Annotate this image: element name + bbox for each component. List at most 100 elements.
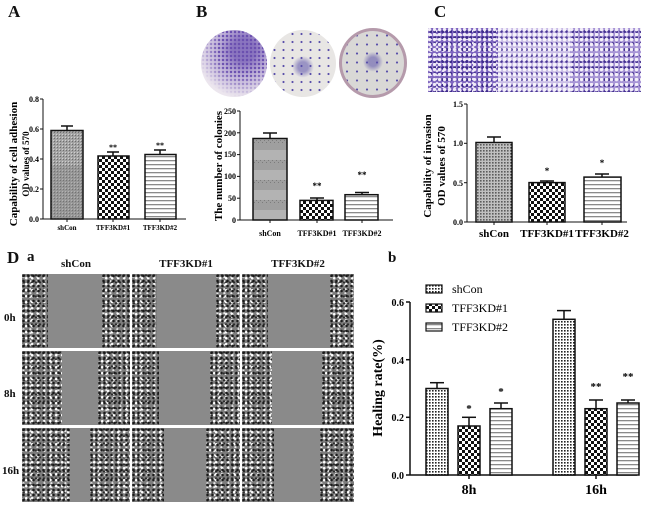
svg-text:0: 0 [232,216,236,225]
colony-dish-tff3kd2 [339,28,407,98]
significance-db-8h-tff3kd1: * [466,403,472,415]
micrograph-shcon-8h [22,351,130,425]
svg-text:0.8: 0.8 [29,95,39,104]
panel-label-d: D [7,248,20,267]
svg-text:1.5: 1.5 [453,100,463,109]
svg-text:TFF3KD#2: TFF3KD#2 [143,224,178,232]
svg-text:200: 200 [224,129,236,138]
chart-db: Healing rate(%) 0.0 0.2 0.4 0.6 * * [371,282,640,498]
x-ticks-a: shCon TFF3KD#1 TFF3KD#2 [57,219,178,232]
significance-db-8h-tff3kd2: * [498,386,504,398]
row-label-0h: 0h [4,312,16,324]
svg-text:TFF3KD#2: TFF3KD#2 [452,320,508,334]
y-ticks-c: 0.0 0.5 1.0 1.5 [453,100,467,227]
bar-db-8h-shcon [425,381,449,476]
svg-text:TFF3KD#2: TFF3KD#2 [575,228,629,240]
invasion-image-tff3kd2 [570,28,641,92]
bar-db-16h-tff3kd2: ** [616,371,640,476]
legend-item-shcon: shCon [425,282,483,296]
bar-db-8h-tff3kd1: * [457,403,481,476]
micrograph-tff3kd1-8h [132,351,240,425]
row-label-16h: 16h [2,465,20,477]
svg-text:50: 50 [228,194,236,203]
subpanel-label-a: a [27,249,35,265]
micrograph-tff3kd2-8h [242,351,354,425]
bar-db-16h-tff3kd1: ** [584,381,608,476]
svg-text:0.4: 0.4 [29,155,39,164]
y-axis-label-a: Capability of cell adhesion OD values of… [8,102,31,226]
bar-db-8h-tff3kd2: * [489,386,513,476]
panel-label-b: B [196,2,208,21]
y-axis-subtitle-a: OD values of 570 [21,131,31,197]
svg-text:0.2: 0.2 [392,413,405,424]
bar-a-shcon [50,125,84,220]
colony-dish-shcon [201,30,267,97]
significance-b-tff3kd1: ** [313,181,323,191]
panel-label-c: C [434,2,447,21]
subpanel-label-b: b [388,250,397,266]
bar-c-shcon [475,136,513,223]
significance-a-tff3kd1: ** [109,143,117,152]
x-ticks-c: shCon TFF3KD#1 TFF3KD#2 [479,222,629,240]
significance-b-tff3kd2: ** [358,170,368,180]
micrograph-tff3kd1-0h [132,274,240,348]
svg-text:TFF3KD#1: TFF3KD#1 [297,229,336,238]
legend-db: shCon TFF3KD#1 TFF3KD#2 [425,282,508,334]
svg-text:shCon: shCon [479,228,509,240]
svg-text:150: 150 [224,150,236,159]
bar-a-tff3kd1: ** [97,143,130,220]
y-axis-title-b: The number of colonies [213,110,225,221]
column-label-shcon: shCon [61,258,91,270]
svg-text:8h: 8h [462,483,477,498]
svg-text:0.0: 0.0 [392,471,405,482]
svg-text:0.6: 0.6 [29,125,39,134]
svg-text:250: 250 [224,107,236,116]
svg-text:TFF3KD#1: TFF3KD#1 [452,301,508,315]
legend-item-tff3kd2: TFF3KD#2 [425,320,508,334]
micrograph-tff3kd2-0h [242,274,354,348]
micrograph-tff3kd1-16h [132,428,240,502]
colony-dish-tff3kd1 [270,30,336,97]
micrograph-shcon-0h [22,274,130,348]
y-axis-title-db: Healing rate(%) [371,339,386,437]
svg-text:shCon: shCon [259,229,281,238]
legend-item-tff3kd1: TFF3KD#1 [425,301,508,315]
column-label-tff3kd2: TFF3KD#2 [271,258,325,270]
svg-text:TFF3KD#1: TFF3KD#1 [520,228,574,240]
bar-c-tff3kd1: * [528,166,566,223]
bar-b-tff3kd1: ** [299,181,334,221]
x-ticks-db: 8h 16h [462,475,607,498]
y-ticks-db: 0.0 0.2 0.4 0.6 [392,298,410,482]
svg-text:TFF3KD#1: TFF3KD#1 [96,224,131,232]
significance-c-tff3kd1: * [545,166,550,176]
y-ticks-b: 0 50 100 150 200 250 [224,107,240,225]
svg-text:0.2: 0.2 [29,185,39,194]
chart-c: Capability of invasion OD values of 570 … [422,100,629,240]
x-ticks-b: shCon TFF3KD#1 TFF3KD#2 [259,220,382,238]
significance-a-tff3kd2: ** [156,141,164,150]
significance-c-tff3kd2: * [600,158,605,168]
svg-text:0.6: 0.6 [392,298,405,309]
bar-db-16h-shcon [552,309,576,476]
bar-a-tff3kd2: ** [144,141,177,220]
micrograph-tff3kd2-16h [242,428,354,502]
row-label-8h: 8h [4,388,16,400]
bar-b-shcon [252,132,288,221]
svg-text:0.0: 0.0 [453,218,463,227]
chart-b: The number of colonies 0 50 100 150 200 … [213,107,393,238]
svg-text:TFF3KD#2: TFF3KD#2 [342,229,381,238]
svg-text:shCon: shCon [452,282,483,296]
bar-c-tff3kd2: * [583,158,622,223]
invasion-image-tff3kd1 [498,28,570,92]
svg-text:0.4: 0.4 [392,356,405,367]
column-label-tff3kd1: TFF3KD#1 [159,258,213,270]
panel-label-a: A [8,2,21,21]
svg-text:0.0: 0.0 [29,215,39,224]
y-axis-subtitle-c: OD values of 570 [436,126,448,206]
svg-text:0.5: 0.5 [453,179,463,188]
significance-db-16h-tff3kd1: ** [591,381,603,393]
svg-text:shCon: shCon [57,224,76,232]
y-ticks-a: 0.0 0.2 0.4 0.6 0.8 [29,95,43,224]
bar-b-tff3kd2: ** [344,170,379,221]
